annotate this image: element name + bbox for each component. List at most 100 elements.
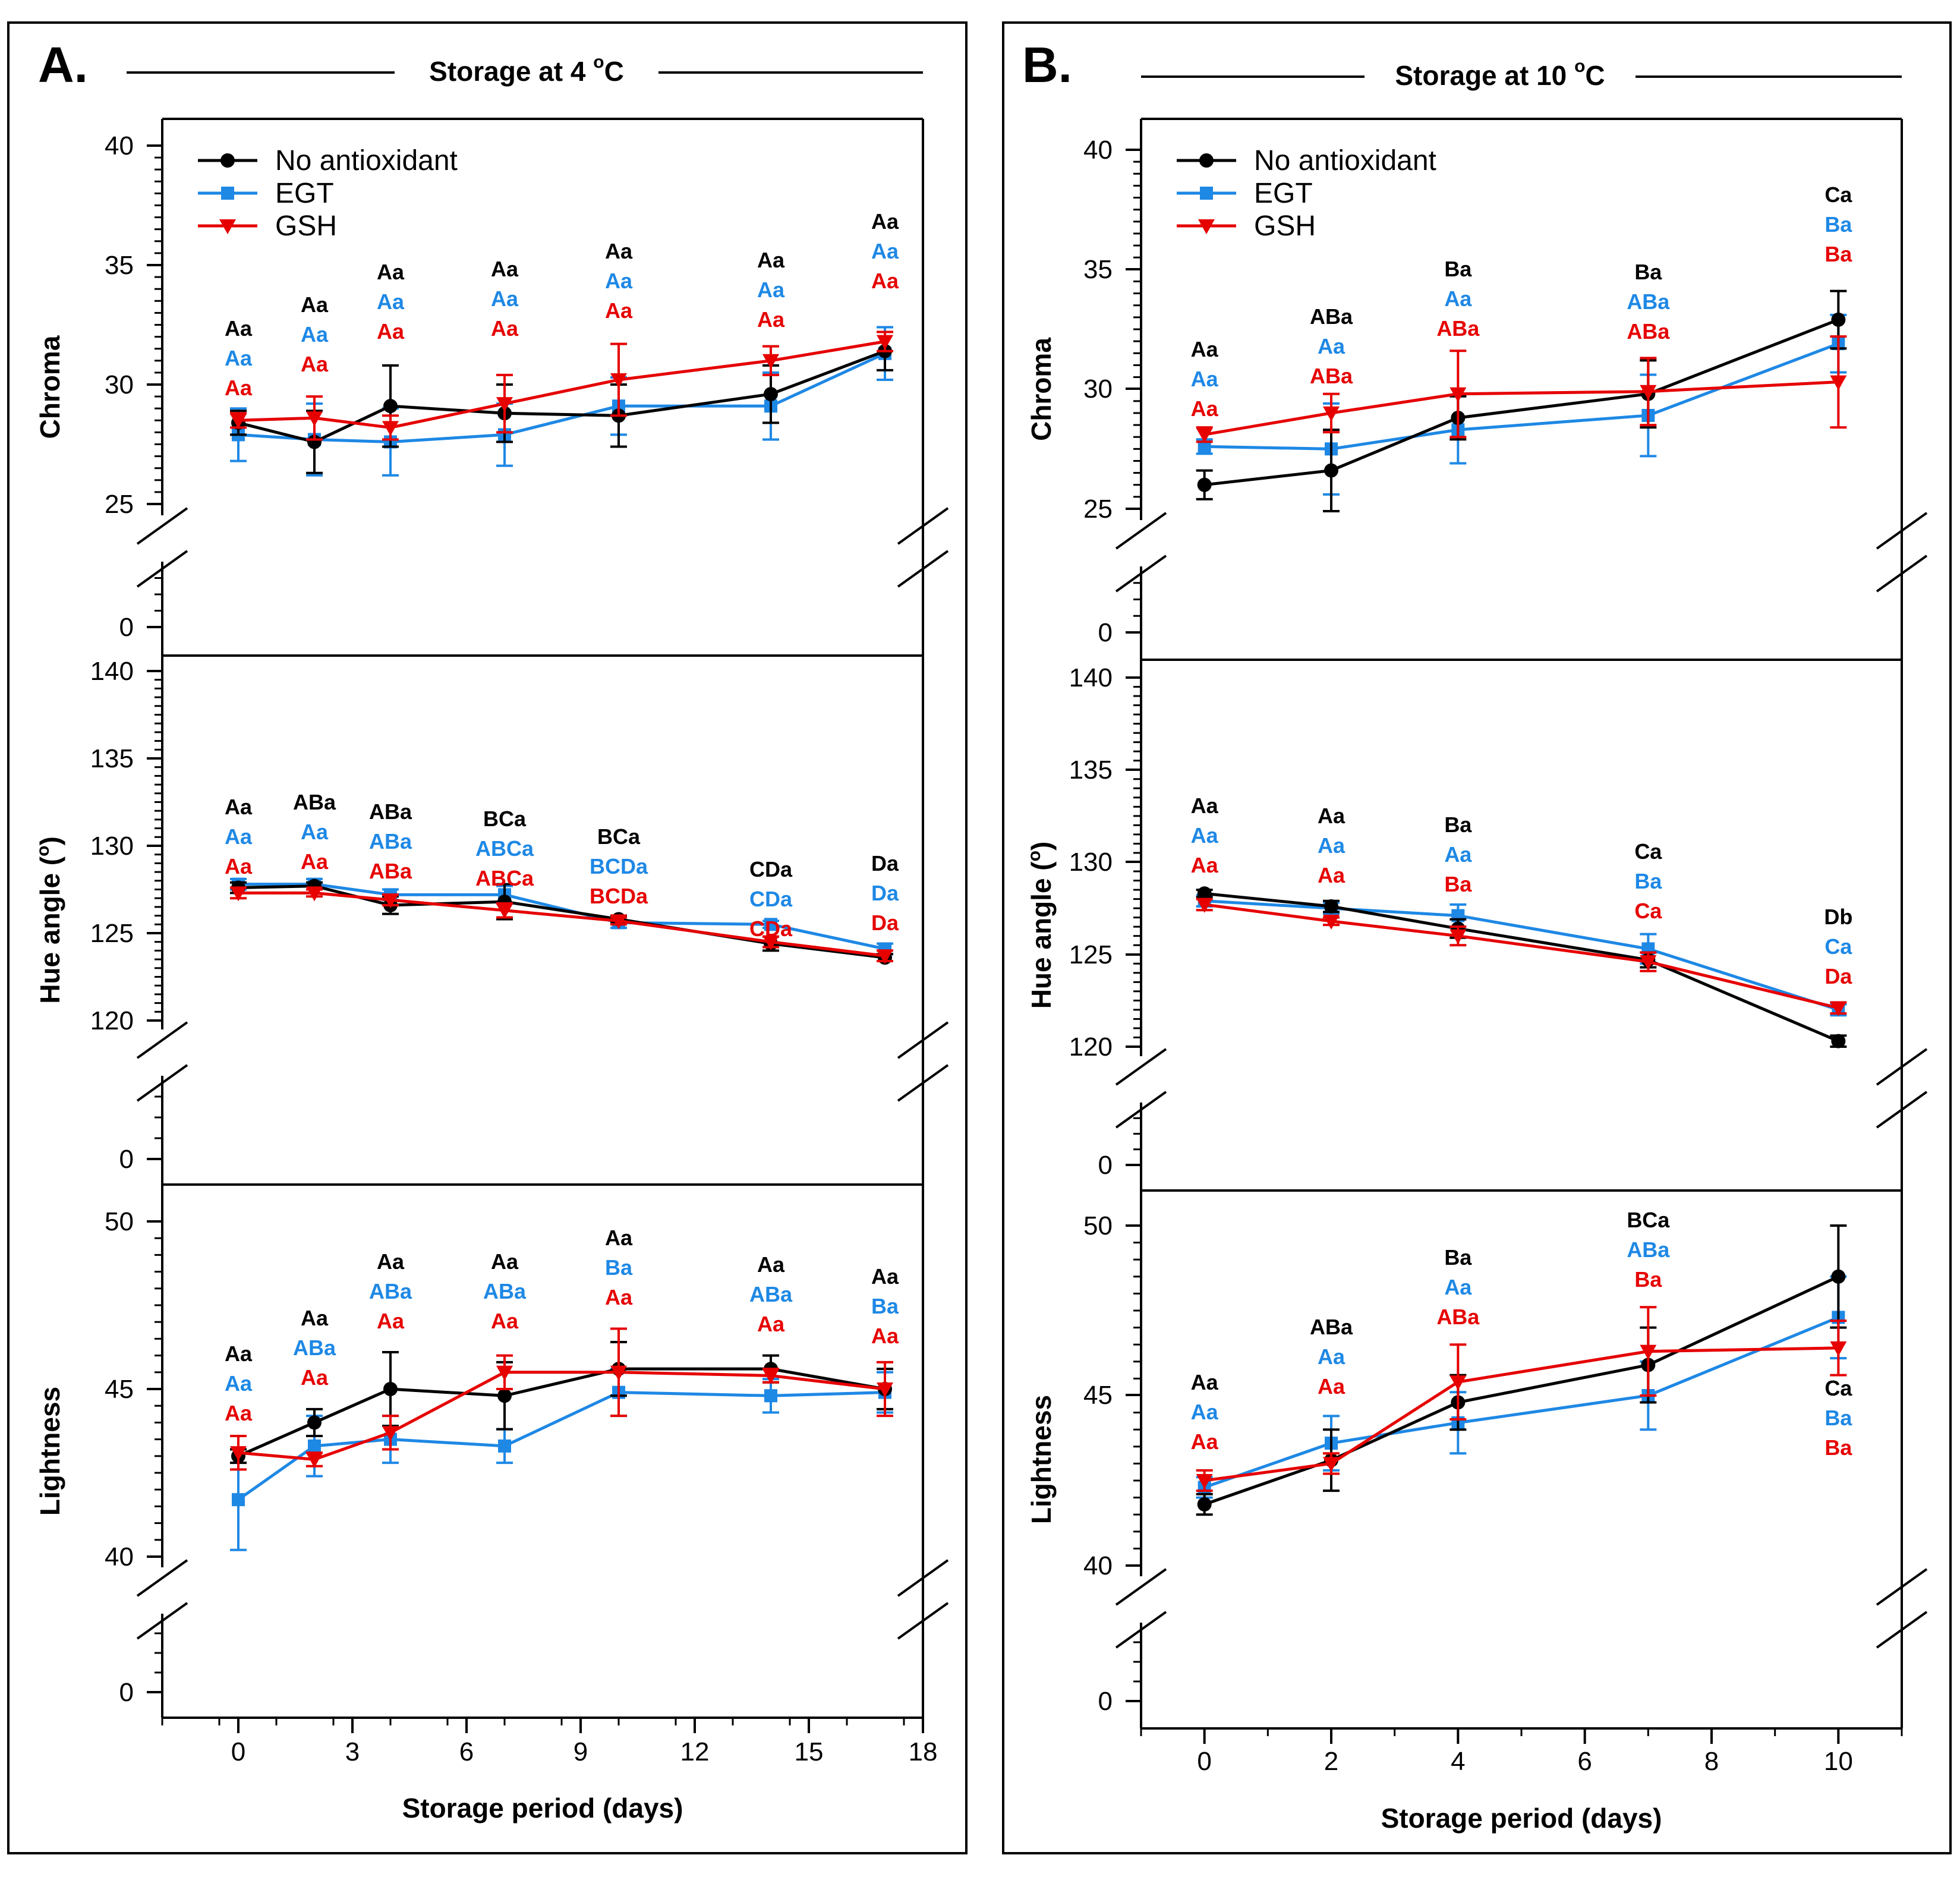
significance-letter: Aa: [1191, 793, 1219, 818]
data-point: [382, 421, 399, 436]
significance-letter: Aa: [301, 820, 329, 844]
axis-break: [1876, 1091, 1928, 1129]
legend-marker-egt: [221, 187, 234, 200]
y-tick-label: 140: [1069, 663, 1113, 692]
significance-letter: ABa: [1436, 1305, 1480, 1329]
data-point: [1831, 1269, 1846, 1284]
data-point: [306, 886, 323, 902]
significance-letter: Ba: [1444, 872, 1472, 896]
significance-letter: Aa: [757, 278, 785, 302]
significance-letter: CDa: [749, 887, 793, 911]
legend-label-egt: EGT: [1254, 178, 1313, 209]
chart-title-unit: C: [604, 56, 624, 87]
significance-letter: ABa: [749, 1282, 793, 1306]
y-tick-label: 50: [1083, 1211, 1113, 1240]
data-point: [232, 1493, 245, 1507]
y-tick-label: 0: [119, 1678, 134, 1707]
series-gsh: [1196, 1306, 1847, 1492]
significance-letter: Aa: [1191, 337, 1219, 361]
significance-letter: Ba: [1634, 260, 1662, 284]
axis-break: [136, 507, 188, 545]
y-axis-label-end: ): [34, 836, 65, 845]
significance-letter: Da: [1824, 964, 1852, 988]
legend-marker-gsh: [1198, 219, 1215, 234]
significance-letter: Aa: [605, 1285, 633, 1309]
y-tick-label: 0: [1098, 1687, 1113, 1716]
y-axis-label: Chroma: [1026, 338, 1057, 441]
legend-marker-no-antioxidant: [220, 153, 235, 168]
x-tick-label: 0: [231, 1737, 245, 1766]
data-point: [498, 1439, 511, 1453]
series-line: [1204, 903, 1839, 1010]
significance-letter: Ca: [1634, 899, 1662, 923]
data-point: [1640, 385, 1657, 400]
significance-letter: Aa: [871, 269, 899, 293]
y-tick-label: 0: [1098, 1151, 1113, 1180]
axis-break: [1115, 1048, 1167, 1086]
significance-letter: Ca: [1824, 1376, 1852, 1400]
x-tick-label: 0: [1197, 1747, 1211, 1776]
significance-letter: Da: [871, 881, 899, 905]
significance-letter: Da: [871, 851, 899, 875]
data-point: [1831, 1034, 1846, 1048]
significance-letter: Aa: [1191, 1400, 1219, 1424]
x-axis-label: Storage period (days): [402, 1793, 683, 1824]
significance-letter: Aa: [1191, 853, 1219, 877]
significance-letter: ABa: [1627, 1237, 1670, 1262]
significance-letter: CDa: [749, 917, 793, 941]
data-point: [764, 387, 778, 402]
axis-break: [1115, 555, 1167, 593]
series-line: [238, 349, 886, 444]
axis-break: [1876, 1611, 1928, 1649]
significance-letter: Aa: [1444, 842, 1472, 867]
data-point: [762, 1369, 779, 1384]
significance-letter: Ca: [1824, 934, 1852, 959]
data-point: [382, 893, 399, 909]
y-tick-label: 40: [1083, 136, 1113, 165]
significance-letter: Db: [1824, 905, 1852, 929]
y-tick-label: 120: [1069, 1032, 1113, 1062]
data-point: [764, 918, 777, 931]
significance-letter: Ba: [1444, 257, 1472, 281]
data-point: [1197, 886, 1212, 901]
significance-letter: ABa: [293, 790, 336, 814]
y-tick-label: 40: [1083, 1551, 1113, 1580]
significance-letter: Aa: [491, 257, 519, 281]
data-point: [496, 1365, 513, 1381]
x-tick-label: 9: [573, 1737, 588, 1766]
series-no-antioxidant: [1196, 886, 1847, 1048]
data-point: [610, 1365, 627, 1381]
significance-letter: Aa: [1191, 367, 1219, 391]
significance-letter: Ba: [605, 1255, 633, 1280]
significance-letter: ABa: [1627, 289, 1670, 314]
y-tick-label: 140: [90, 657, 134, 686]
data-point: [1640, 1344, 1657, 1360]
significance-letter: Aa: [605, 269, 633, 293]
data-point: [610, 373, 627, 388]
y-axis-label: Lightness: [34, 1387, 65, 1516]
significance-letter: Ba: [1824, 242, 1852, 266]
y-tick-label: 0: [1098, 618, 1113, 647]
axis-break: [1876, 1048, 1928, 1086]
x-tick-label: 12: [680, 1737, 710, 1766]
data-point: [382, 1426, 399, 1441]
legend-label-no-antioxidant: No antioxidant: [275, 145, 458, 177]
data-point: [496, 397, 513, 412]
y-tick-label: 135: [1069, 755, 1113, 785]
y-tick-label: 40: [105, 1542, 134, 1571]
y-tick-label: 40: [105, 131, 134, 160]
significance-letter: ABa: [369, 829, 412, 854]
x-tick-label: 15: [795, 1737, 824, 1766]
subplot-hue: 0 120 125 130 135 140 Hue angle (o) Aa Aa Aa Aa Aa A…: [1025, 660, 1928, 1192]
significance-letter: Aa: [377, 1309, 405, 1333]
data-point: [762, 935, 779, 950]
significance-letter: Aa: [757, 248, 785, 272]
legend-marker-gsh: [219, 219, 236, 234]
significance-letter: ABa: [369, 799, 412, 824]
significance-letter: Aa: [491, 1309, 519, 1333]
chart-title-unit: C: [1585, 60, 1605, 91]
data-point: [1196, 897, 1213, 913]
y-tick-label: 130: [1069, 848, 1113, 877]
